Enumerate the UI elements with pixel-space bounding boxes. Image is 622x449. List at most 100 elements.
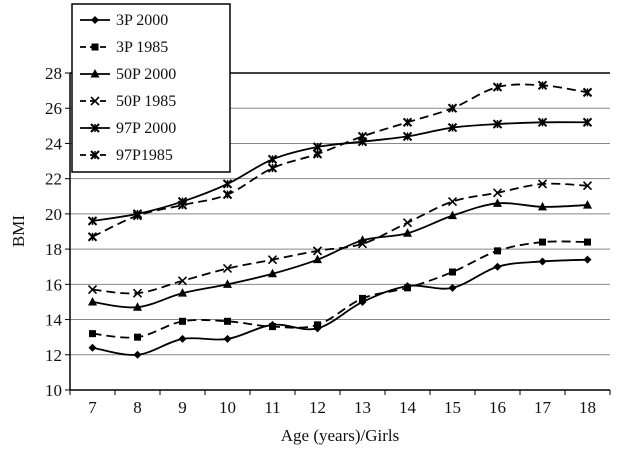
y-tick-label-20: 20 — [45, 205, 62, 224]
series-line-5 — [92, 83, 588, 238]
series-5-point-0 — [87, 232, 98, 242]
x-axis-label: Age (years)/Girls — [281, 426, 400, 445]
series-3-point-11 — [582, 181, 593, 191]
series-3-point-1-stroke-b — [132, 288, 143, 298]
axes — [65, 72, 611, 395]
series-5-point-7 — [402, 117, 413, 128]
legend-label-1: 3P 1985 — [116, 39, 168, 56]
legend-marker-0 — [91, 16, 99, 24]
series-3-point-7 — [402, 218, 413, 228]
series-3-point-9-stroke-b — [492, 188, 503, 198]
series-2-point-2 — [178, 288, 187, 297]
series-0-point-2 — [178, 334, 187, 343]
series-5-point-6 — [357, 131, 368, 142]
series-line-1 — [92, 240, 588, 339]
series-4-point-5 — [312, 142, 323, 152]
legend-marker-4 — [90, 123, 100, 133]
series-5-point-11 — [582, 87, 593, 98]
series-2-point-1 — [133, 302, 142, 311]
series-2-point-3 — [223, 279, 232, 288]
legend-label-5: 97P1985 — [116, 147, 173, 164]
y-tick-label-18: 18 — [45, 240, 62, 259]
series-3-point-2-stroke-b — [177, 276, 188, 286]
x-tick-label-13: 13 — [354, 398, 371, 417]
series-3-point-3-stroke-b — [222, 263, 233, 274]
series-5-point-5 — [312, 149, 323, 159]
x-tick-label-18: 18 — [579, 398, 596, 417]
series-4-point-8 — [447, 122, 458, 133]
series-5 — [87, 80, 593, 242]
series-3-point-1 — [132, 288, 143, 298]
series-5-point-4 — [267, 163, 278, 173]
series-1-point-8 — [449, 268, 456, 276]
series-line-4 — [92, 121, 588, 222]
series-1-point-10 — [539, 238, 546, 246]
series-1-point-6 — [359, 294, 366, 302]
series-3-point-6 — [357, 239, 368, 249]
series-1-point-3 — [224, 317, 231, 325]
series-2-point-9 — [493, 198, 502, 207]
series-3-point-0-stroke-b — [87, 285, 98, 295]
x-tick-label-7: 7 — [88, 398, 97, 417]
series-3-point-0 — [87, 285, 98, 295]
series-5-point-9 — [492, 82, 503, 92]
series-3-point-9 — [492, 188, 503, 198]
series-2-point-11 — [583, 200, 592, 209]
series-1-point-9 — [494, 247, 501, 255]
legend-marker-2 — [90, 69, 100, 78]
legend-marker-3 — [90, 96, 100, 106]
series-1-point-7 — [404, 284, 411, 292]
series-3 — [87, 179, 593, 298]
x-tick-label-15: 15 — [444, 398, 461, 417]
series-group — [87, 80, 593, 359]
series-5-point-2 — [177, 200, 188, 210]
series-5-point-10 — [537, 80, 548, 91]
series-1-point-11 — [584, 238, 591, 246]
y-tick-label-24: 24 — [45, 134, 63, 153]
series-1-point-1 — [134, 333, 141, 341]
series-5-point-1 — [132, 210, 143, 221]
series-0-point-11 — [583, 255, 592, 264]
series-0-point-9 — [493, 262, 502, 271]
series-4-point-10 — [537, 117, 548, 128]
y-axis-label: BMI — [9, 215, 28, 247]
legend-label-4: 97P 2000 — [116, 120, 176, 137]
x-tick-labels: 7 8 9 10 11 12 13 14 15 16 17 18 — [88, 398, 596, 417]
y-tick-label-12: 12 — [45, 346, 62, 365]
series-2-point-4 — [268, 268, 277, 278]
series-4-point-11 — [582, 117, 593, 128]
series-3-point-10 — [537, 179, 548, 189]
series-3-point-11-stroke-b — [582, 181, 593, 191]
series-3-point-8 — [447, 196, 458, 207]
x-tick-label-14: 14 — [399, 398, 417, 417]
y-tick-label-16: 16 — [45, 275, 62, 294]
x-tick-label-9: 9 — [178, 398, 187, 417]
series-1 — [89, 238, 591, 341]
series-3-point-4 — [267, 255, 278, 265]
series-2-point-0 — [88, 296, 97, 306]
x-tick-label-11: 11 — [264, 398, 280, 417]
x-tick-label-10: 10 — [219, 398, 236, 417]
series-4-point-3 — [222, 179, 233, 189]
series-line-3 — [92, 182, 588, 295]
series-3-point-6-stroke-b — [357, 239, 368, 249]
series-3-point-10-stroke-b — [537, 179, 548, 189]
series-1-point-2 — [179, 317, 186, 325]
series-2-point-8 — [448, 210, 457, 220]
series-4-point-0 — [87, 216, 98, 226]
series-1-point-5 — [314, 321, 321, 329]
x-tick-label-8: 8 — [133, 398, 142, 417]
series-0-point-0 — [88, 343, 97, 352]
y-tick-labels: 10 12 14 16 18 20 22 24 26 28 — [45, 64, 63, 400]
y-tick-label-10: 10 — [45, 381, 62, 400]
y-tick-label-26: 26 — [45, 99, 62, 118]
y-tick-label-14: 14 — [45, 311, 63, 330]
legend-marker-1 — [91, 43, 99, 51]
series-3-point-8-stroke-b — [447, 196, 458, 207]
series-line-0 — [92, 258, 588, 356]
series-3-point-7-stroke-b — [402, 218, 413, 228]
series-0-point-1 — [133, 350, 142, 359]
series-3-point-3 — [222, 263, 233, 274]
legend-marker-3-stroke-b — [90, 96, 100, 106]
